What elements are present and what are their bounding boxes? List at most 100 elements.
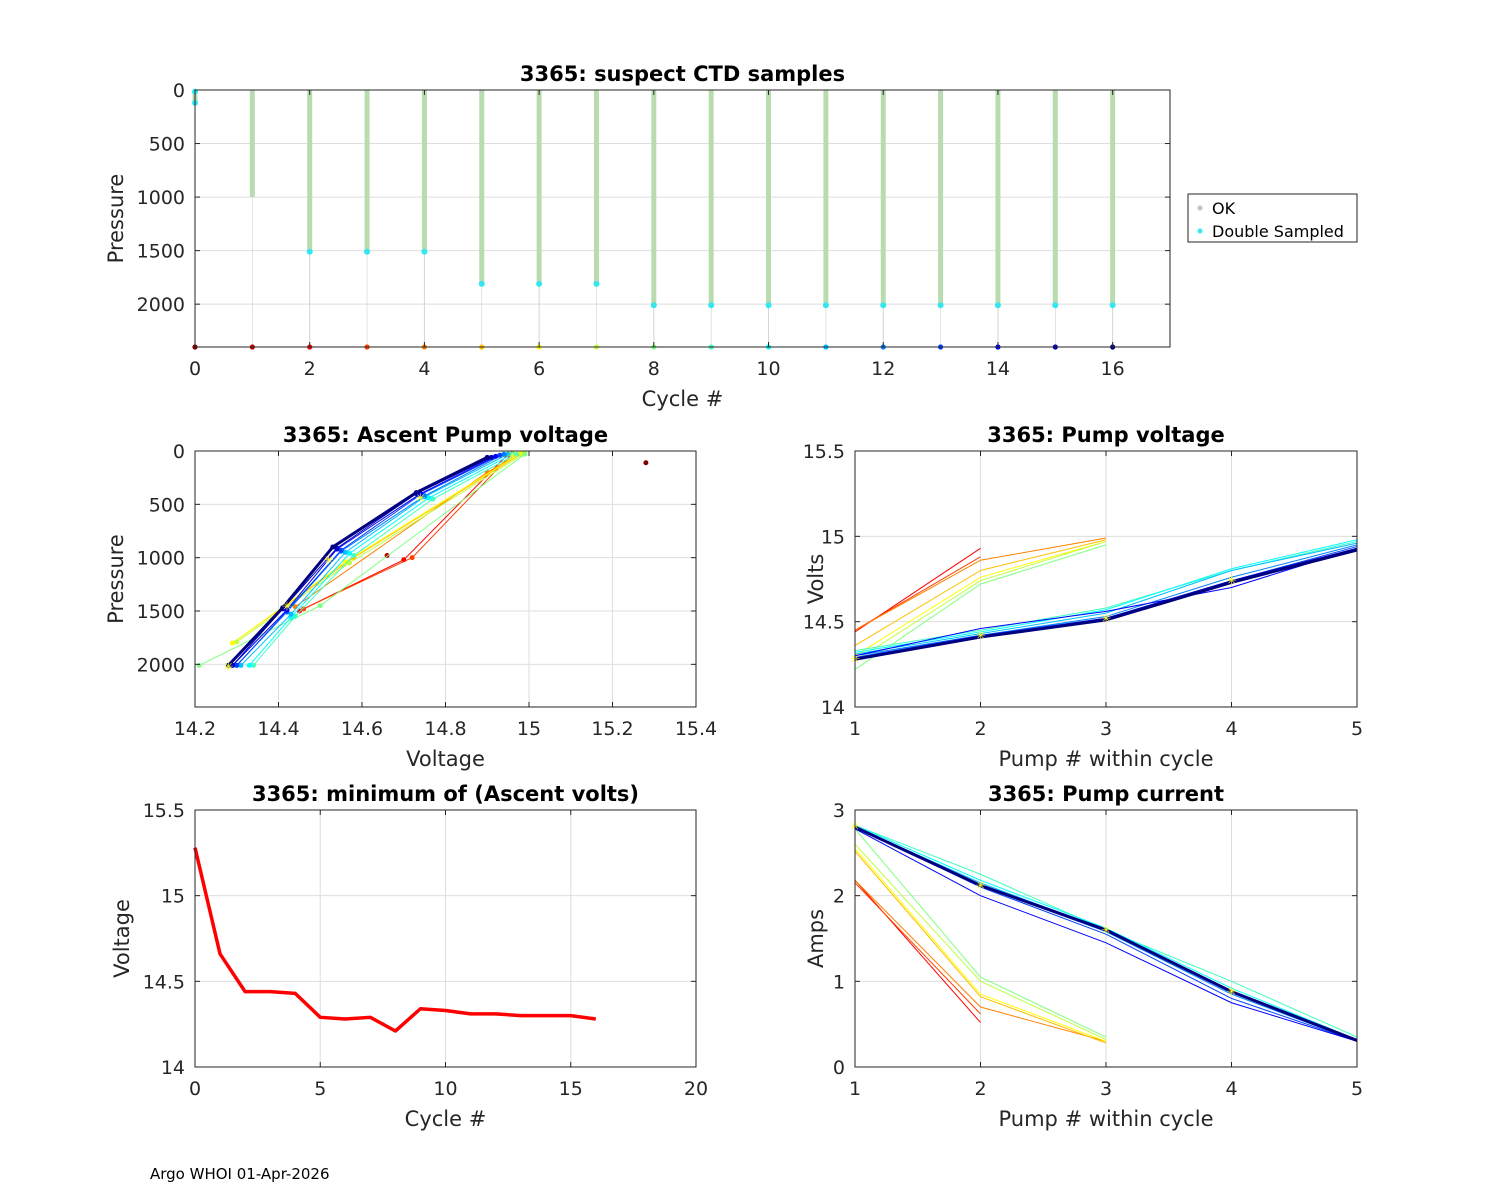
chart-title: 3365: minimum of (Ascent volts) (252, 782, 639, 806)
double-sampled-point-cycle-5 (478, 280, 485, 287)
y-tick-label: 2 (833, 886, 845, 908)
ascent-point-cycle-11 (238, 662, 244, 668)
x-tick-label: 15 (559, 1078, 583, 1100)
chart-title: 3365: Pump voltage (987, 423, 1225, 447)
pump-line-cycle-10 (854, 824, 1358, 1041)
double-sampled-point-cycle-8 (650, 302, 657, 309)
x-tick-label: 15.4 (675, 718, 717, 740)
y-tick-label: 14 (821, 697, 845, 719)
pump-line-cycle-11 (854, 542, 1358, 655)
y-axis-label: Volts (804, 554, 828, 605)
ascent-point-cycle-10 (426, 495, 432, 501)
x-tick-label: 0 (189, 1078, 201, 1100)
latest-pump-marker: ✳ (415, 491, 425, 505)
footer-credit: Argo WHOI 01-Apr-2026 (150, 1165, 330, 1183)
ascent-point-cycle-16 (413, 490, 419, 496)
minimum-voltage-line (193, 847, 597, 1033)
y-tick-label: 14 (161, 1057, 185, 1079)
x-tick-label: 1 (849, 1078, 861, 1100)
ascent-point-cycle-8 (196, 662, 202, 668)
double-sampled-point-cycle-4 (421, 248, 428, 255)
ascent-point-cycle-13 (338, 547, 344, 553)
pump-line-cycle-4 (854, 537, 1107, 631)
ascent-point-cycle-8 (317, 603, 323, 609)
double-sampled-point-cycle-12 (880, 302, 887, 309)
ascent-point-cycle-12 (422, 493, 428, 499)
chart-ctd: 0 2 4 6 8 10 12 14 16 0 500 1000 1500 2000 3365: suspe… (104, 62, 1358, 411)
ascent-point-cycle-10 (509, 451, 515, 457)
chart-title: 3365: Ascent Pump voltage (283, 423, 608, 447)
ascent-point-cycle-9 (513, 451, 519, 457)
x-tick-label: 1 (849, 718, 861, 740)
plot-area (195, 90, 1170, 347)
pump-line-cycle-3 (854, 882, 981, 1015)
pump-line-cycle-8 (854, 544, 1107, 670)
x-axis-label: Pump # within cycle (999, 747, 1214, 771)
x-tick-label: 2 (974, 718, 986, 740)
x-axis-label: Cycle # (405, 1107, 487, 1131)
double-sampled-point-cycle-6 (536, 280, 543, 287)
x-axis-label: Cycle # (642, 387, 724, 411)
y-tick-label: 1 (833, 971, 845, 993)
pump-line-cycle-5 (854, 850, 1107, 1044)
x-tick-label: 14 (986, 358, 1010, 380)
ascent-point-cycle-14 (284, 607, 290, 613)
latest-pump-marker: ✳ (1101, 611, 1111, 625)
ascent-point-cycle-10 (246, 662, 252, 668)
latest-pump-marker: ✳ (324, 553, 334, 567)
x-tick-label: 5 (1351, 1078, 1363, 1100)
ascent-point-cycle-12 (501, 451, 507, 457)
y-tick-label: 15.5 (803, 441, 845, 463)
x-tick-label: 0 (189, 358, 201, 380)
x-tick-label: 14.4 (257, 718, 299, 740)
data-layer: ✳ ✳ ✳ ✳ ✳ (196, 448, 649, 673)
x-tick-label: 16 (1101, 358, 1125, 380)
pump-line-cycle-6 (854, 848, 1107, 1042)
x-tick-label: 14.8 (424, 718, 466, 740)
pump-line-cycle-10 (854, 539, 1358, 653)
y-axis-label: Pressure (104, 534, 128, 624)
y-tick-label: 15.5 (143, 800, 185, 822)
y-tick-label: 2000 (137, 294, 185, 316)
ascent-point-cycle-3 (409, 555, 415, 561)
x-tick-label: 2 (974, 1078, 986, 1100)
x-tick-label: 3 (1100, 1078, 1112, 1100)
ascent-point-cycle-15 (488, 454, 494, 460)
latest-pump-marker: ✳ (1101, 923, 1111, 937)
axes-frame (194, 89, 1171, 348)
ascent-point-cycle-16 (225, 662, 231, 668)
data-layer: ✳✳✳✳ (850, 819, 1358, 1044)
x-tick-label: 4 (1225, 1078, 1237, 1100)
x-tick-label: 4 (418, 358, 430, 380)
double-sampled-point-cycle-16 (1109, 302, 1116, 309)
legend-ok-swatch (1197, 205, 1203, 211)
data-layer: ✳✳✳✳ (850, 537, 1358, 670)
ascent-point-cycle-7 (234, 639, 240, 645)
y-axis-label: Voltage (110, 899, 134, 978)
pump-line-cycle-14 (854, 547, 1358, 657)
y-tick-label: 3 (833, 800, 845, 822)
ascent-point-cycle-8 (522, 451, 528, 457)
ascent-point-cycle-13 (497, 452, 503, 458)
x-tick-label: 14.2 (174, 718, 216, 740)
ascent-point-cycle-16 (484, 454, 490, 460)
latest-pump-marker: ✳ (223, 659, 233, 673)
chart-minv: 0 5 10 15 20 14 14.5 15 15.5 3365: minimum of (As… (110, 782, 708, 1131)
legend-double-sampled-label: Double Sampled (1212, 222, 1344, 241)
pump-line-cycle-7 (854, 843, 1107, 1041)
pump-line-cycle-14 (854, 828, 1358, 1042)
double-sampled-point-cycle-9 (708, 302, 715, 309)
x-tick-label: 4 (1225, 718, 1237, 740)
ascent-point-cycle-16 (280, 605, 286, 611)
ascent-point-cycle-13 (234, 662, 240, 668)
x-tick-label: 14.6 (341, 718, 383, 740)
x-tick-label: 6 (533, 358, 545, 380)
ascent-point-cycle-0 (643, 460, 649, 466)
latest-pump-marker: ✳ (975, 628, 985, 642)
ascent-point-cycle-9 (250, 662, 256, 668)
double-sampled-point-cycle-13 (937, 302, 944, 309)
ascent-point-cycle-16 (330, 544, 336, 550)
pump-line-cycle-9 (854, 540, 1358, 652)
ascent-point-cycle-10 (346, 550, 352, 556)
